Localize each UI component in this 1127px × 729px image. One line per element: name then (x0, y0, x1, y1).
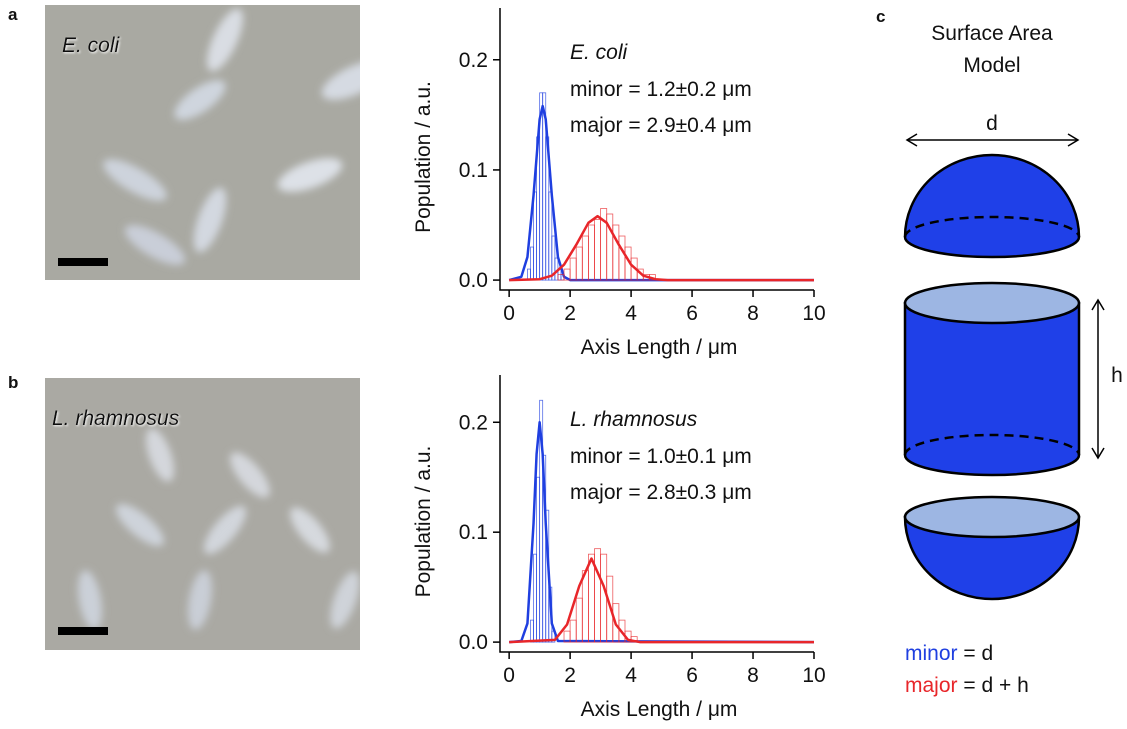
histogram-bar (569, 619, 577, 643)
term: minor (905, 642, 958, 665)
diagram-title: Model (963, 54, 1020, 77)
chart: 0 2 4 6 8 10 0.0 0.1 0.2 Axis Length / μm Populati… (412, 375, 826, 721)
histogram-bar (581, 235, 589, 281)
histogram-bar (588, 224, 595, 281)
y-tick-label: 0.2 (459, 411, 488, 434)
axes (499, 8, 814, 291)
chart: 0 2 4 6 8 10 0.0 0.1 0.2 Axis Length / μm Populati… (412, 8, 826, 359)
axes (499, 375, 814, 653)
panel-label: c (876, 7, 885, 26)
histogram-bar (594, 548, 602, 643)
histogram-bar (588, 553, 595, 643)
fit-line (508, 104, 814, 282)
y-tick-label: 0.0 (459, 269, 488, 292)
term: major (905, 674, 958, 697)
x-tick-label: 8 (747, 664, 759, 687)
y-tick-label: 0.1 (459, 159, 488, 182)
hemisphere-top (903, 153, 1081, 259)
histogram-bar (600, 553, 608, 643)
x-tick-label: 10 (802, 302, 825, 325)
chart-title: L. rhamnosus (570, 408, 698, 431)
image-label: E. coli (62, 34, 121, 57)
x-axis-label: Axis Length / μm (581, 336, 738, 359)
legend-entry: minor = 1.2±0.2 μm (570, 78, 752, 101)
x-tick-label: 4 (625, 664, 637, 687)
x-tick-label: 6 (686, 664, 698, 687)
micrograph: L. rhamnosus (45, 378, 360, 650)
x-tick-label: 8 (747, 302, 759, 325)
fit-line (509, 421, 815, 644)
histogram-bar (530, 619, 534, 643)
cylinder (903, 281, 1081, 477)
histogram-bar (594, 219, 602, 281)
y-tick-label: 0.1 (459, 521, 488, 544)
h-arrow (1091, 298, 1105, 460)
fit-line (509, 557, 814, 644)
d-label: d (986, 112, 998, 135)
legend-entry: major = 2.9±0.4 μm (570, 114, 752, 137)
micrograph: E. coli (45, 5, 360, 280)
x-axis-label: Axis Length / μm (581, 698, 738, 721)
x-tick-label: 2 (564, 664, 576, 687)
histogram-bar (533, 191, 537, 281)
hemisphere-bottom (903, 495, 1081, 601)
histogram-bar (581, 570, 589, 643)
histogram-bar (575, 597, 583, 643)
y-axis-label: Population / a.u. (412, 81, 435, 233)
diagram-title: Surface Area (931, 22, 1053, 45)
histogram-bar (548, 191, 553, 281)
h-label: h (1111, 364, 1123, 387)
panel-label: a (8, 5, 18, 24)
histogram-bar (618, 235, 626, 281)
histogram-bar (536, 476, 541, 643)
x-tick-label: 10 (802, 664, 825, 687)
diagram: Surface Area Model d h minor = d major =… (903, 22, 1123, 697)
term-def: = d (963, 642, 993, 665)
histogram-bar (530, 246, 534, 281)
definition: minor = d (905, 642, 993, 665)
fit-line (509, 214, 814, 282)
panel-label: b (8, 373, 18, 392)
definition: major = d + h (905, 674, 1029, 697)
legend-entry: minor = 1.0±0.1 μm (570, 445, 752, 468)
d-arrow (905, 133, 1080, 147)
x-tick-label: 6 (686, 302, 698, 325)
legend-entry: major = 2.8±0.3 μm (570, 481, 752, 504)
histogram-bar (575, 246, 583, 281)
term-def: = d + h (963, 674, 1028, 697)
histogram-bar (533, 553, 537, 643)
image-label: L. rhamnosus (52, 407, 180, 430)
x-tick-label: 0 (503, 302, 515, 325)
chart-title: E. coli (570, 41, 629, 64)
y-tick-label: 0.0 (459, 631, 488, 654)
x-tick-label: 2 (564, 302, 576, 325)
y-axis-label: Population / a.u. (412, 446, 435, 598)
histogram-bar (569, 257, 577, 281)
x-tick-label: 4 (625, 302, 637, 325)
x-tick-label: 0 (503, 664, 515, 687)
y-tick-label: 0.2 (459, 49, 488, 72)
